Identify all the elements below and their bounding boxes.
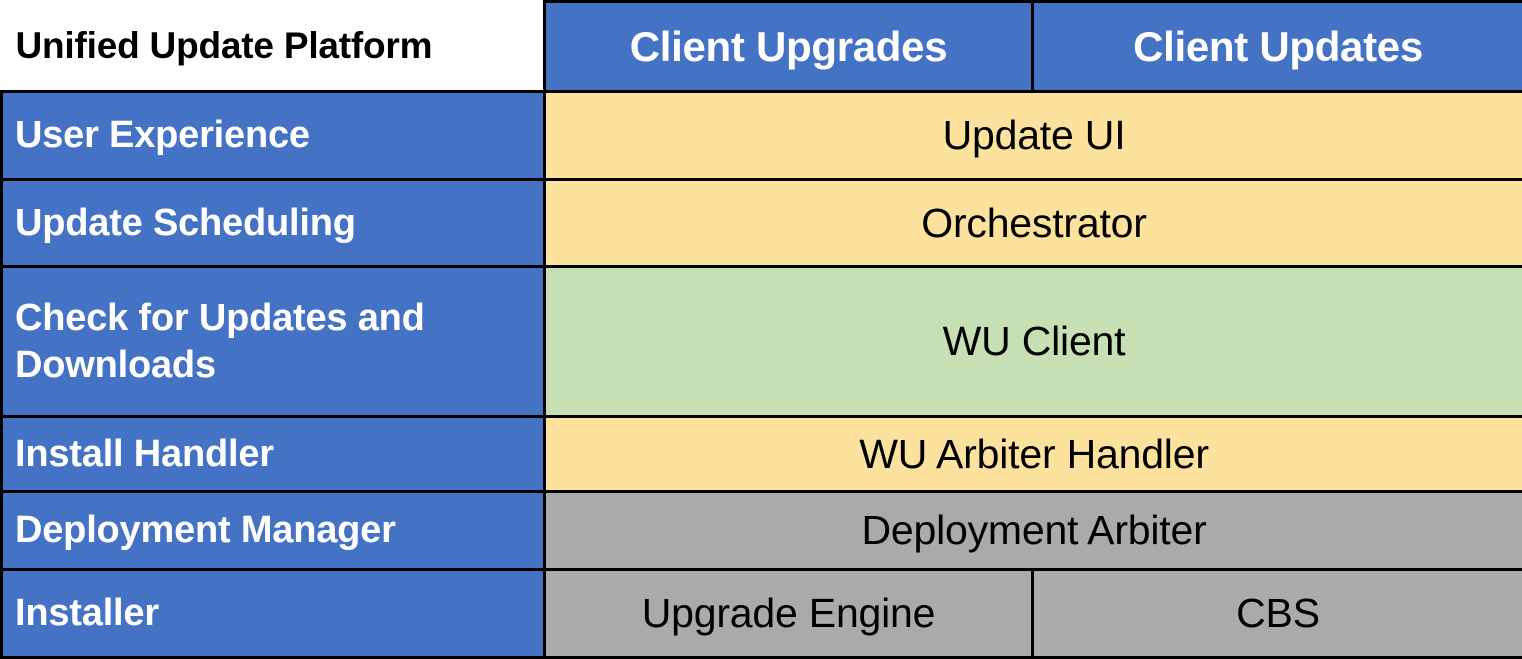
column-header-client-updates: Client Updates (1033, 2, 1522, 92)
cell-wu-arbiter-handler: WU Arbiter Handler (545, 417, 1522, 492)
cell-update-ui: Update UI (545, 92, 1522, 180)
row-label-user-experience: User Experience (2, 92, 545, 180)
table-row: Update Scheduling Orchestrator (2, 180, 1522, 267)
cell-orchestrator: Orchestrator (545, 180, 1522, 267)
column-header-client-upgrades: Client Upgrades (545, 2, 1033, 92)
row-label-install-handler: Install Handler (2, 417, 545, 492)
row-label-update-scheduling: Update Scheduling (2, 180, 545, 267)
row-label-installer: Installer (2, 570, 545, 658)
cell-deployment-arbiter: Deployment Arbiter (545, 492, 1522, 570)
row-label-check-for-updates-and-downloads: Check for Updates and Downloads (2, 267, 545, 417)
row-label-deployment-manager: Deployment Manager (2, 492, 545, 570)
table-row: Check for Updates and Downloads WU Clien… (2, 267, 1522, 417)
corner-title-cell: Unified Update Platform (2, 2, 545, 92)
table-row: Install Handler WU Arbiter Handler (2, 417, 1522, 492)
cell-cbs: CBS (1033, 570, 1522, 658)
table-row: Installer Upgrade Engine CBS (2, 570, 1522, 658)
table-row: User Experience Update UI (2, 92, 1522, 180)
row-label-line-1: Check for Updates and (15, 297, 425, 339)
table-header-row: Unified Update Platform Client Upgrades … (2, 2, 1522, 92)
row-label-line-2: Downloads (15, 344, 216, 386)
cell-upgrade-engine: Upgrade Engine (545, 570, 1033, 658)
cell-wu-client: WU Client (545, 267, 1522, 417)
table-row: Deployment Manager Deployment Arbiter (2, 492, 1522, 570)
